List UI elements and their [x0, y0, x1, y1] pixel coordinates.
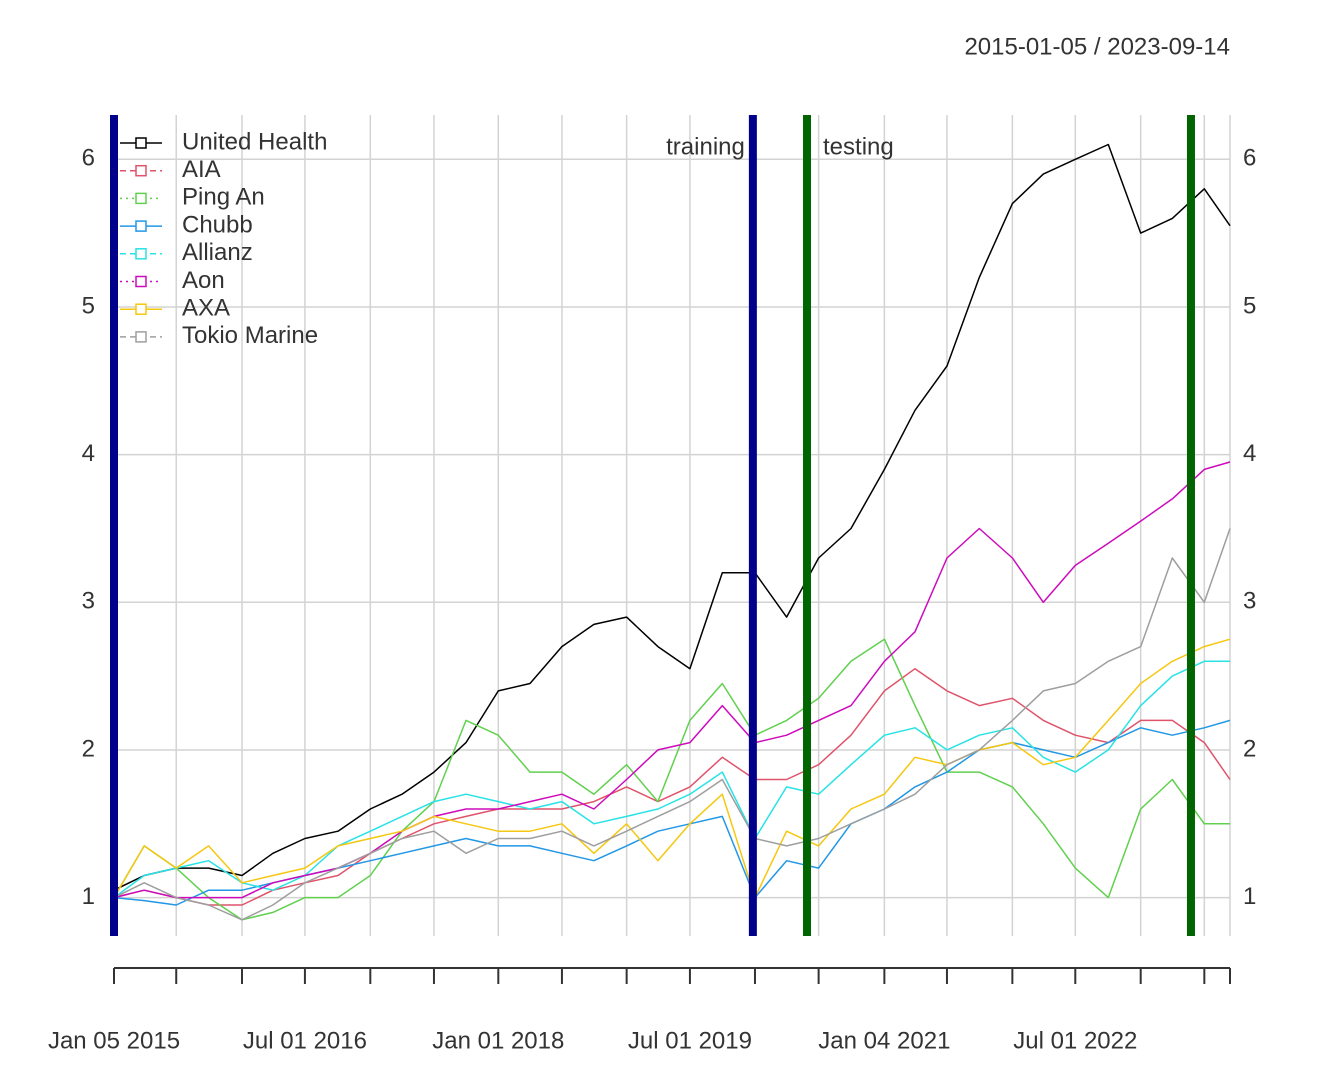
legend-marker	[135, 275, 147, 288]
y-tick-label: 6	[82, 145, 95, 172]
series-line	[113, 528, 1231, 921]
legend-marker	[135, 137, 147, 149]
chart-title: 2015-01-05 / 2023-09-14	[964, 33, 1230, 60]
y-tick-label-right: 2	[1243, 735, 1256, 762]
legend-marker	[135, 220, 147, 232]
legend-label: Ping An	[182, 184, 265, 211]
legend-label: United Health	[182, 128, 327, 155]
series-line	[113, 638, 1231, 899]
legend-label: Aon	[182, 267, 225, 294]
y-tick-label: 3	[82, 588, 95, 615]
y-tick-label-right: 1	[1243, 883, 1256, 910]
y-tick-label: 1	[82, 883, 95, 910]
series-line	[113, 143, 1231, 891]
legend-marker	[135, 303, 147, 315]
y-tick-label-right: 6	[1243, 145, 1256, 172]
legend-marker	[135, 192, 147, 205]
y-tick-label-right: 4	[1243, 440, 1256, 467]
legend-label: Tokio Marine	[182, 322, 318, 349]
legend-label: Chubb	[182, 211, 253, 238]
series-line	[113, 461, 1231, 899]
y-tick-label: 4	[82, 440, 95, 467]
series-line	[113, 660, 1230, 899]
x-tick-label: Jan 05 2015	[48, 1027, 180, 1054]
annotation: training	[666, 133, 745, 160]
legend-label: AXA	[182, 295, 230, 322]
annotation: testing	[823, 133, 894, 160]
y-tick-label: 2	[82, 735, 95, 762]
legend-marker	[135, 331, 147, 343]
y-tick-label-right: 5	[1243, 292, 1256, 319]
x-tick-label: Jul 01 2022	[1013, 1027, 1137, 1054]
legend-label: AIA	[182, 156, 221, 183]
y-tick-label-right: 3	[1243, 588, 1256, 615]
x-tick-label: Jan 04 2021	[818, 1027, 950, 1054]
legend-marker	[135, 248, 147, 260]
series-line	[113, 719, 1231, 906]
legend-marker	[135, 164, 147, 177]
y-tick-label: 5	[82, 292, 95, 319]
legend-label: Allianz	[182, 239, 253, 266]
x-tick-label: Jul 01 2016	[243, 1027, 367, 1054]
series-line	[113, 638, 1230, 921]
x-tick-label: Jul 01 2019	[628, 1027, 752, 1054]
x-tick-label: Jan 01 2018	[432, 1027, 564, 1054]
series-line	[113, 667, 1231, 906]
